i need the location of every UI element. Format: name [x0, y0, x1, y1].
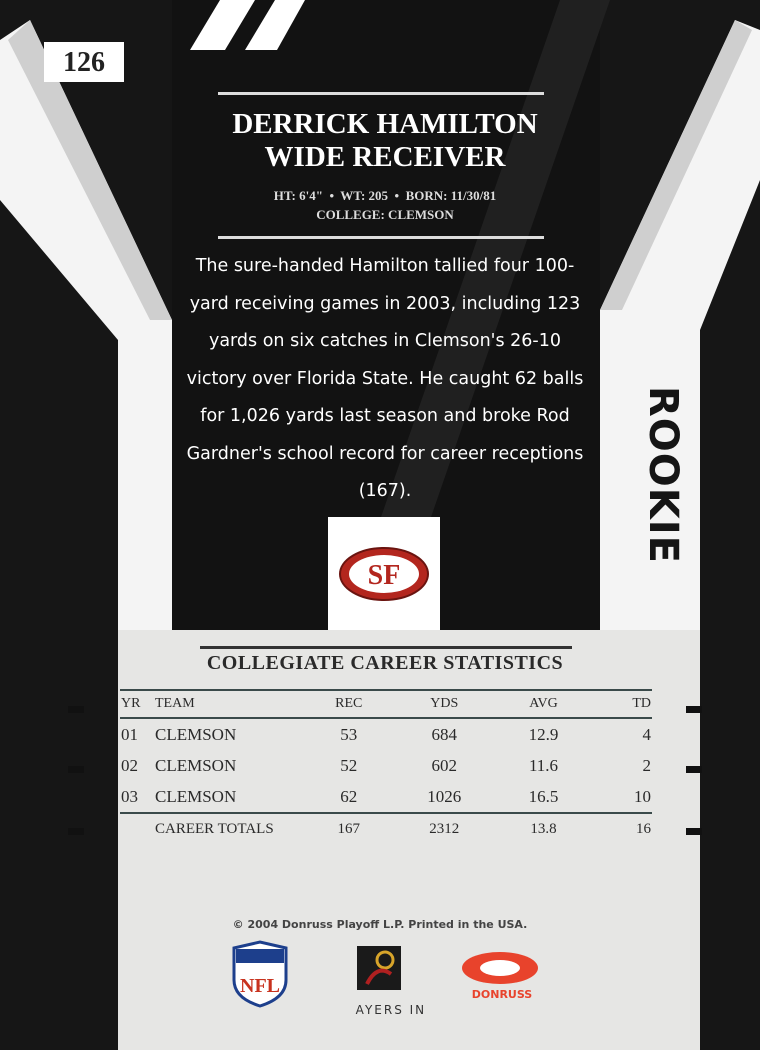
totals-label: CAREER TOTALS — [154, 812, 306, 844]
cell-rec: 52 — [340, 755, 358, 775]
player-bio: The sure-handed Hamilton tallied four 10… — [186, 256, 584, 501]
cell-team: CLEMSON — [155, 786, 237, 806]
stats-title: COLLEGIATE CAREER STATISTICS — [206, 652, 564, 674]
cell-td: 4 — [642, 724, 652, 744]
stats-table: YR TEAM REC YDS AVG TD 01 CLEMSON 53 684… — [120, 689, 652, 844]
col-team: TEAM — [154, 689, 306, 719]
cell-rec: 53 — [340, 724, 358, 744]
table-row: 01 CLEMSON 53 684 12.9 4 — [120, 718, 652, 750]
cell-avg: 11.6 — [528, 755, 559, 775]
svg-text:NFL: NFL — [240, 975, 280, 997]
divider — [218, 236, 544, 239]
cell-avg: 16.5 — [528, 786, 559, 806]
team-logo-text: SF — [368, 560, 401, 591]
cell-avg: 12.9 — [528, 724, 559, 744]
vitals-line: HT: 6'4" • WT: 205 • BORN: 11/30/81 — [273, 188, 497, 203]
cell-empty — [120, 812, 154, 844]
49ers-logo-icon: SF — [339, 547, 429, 601]
col-avg: AVG — [497, 689, 590, 719]
player-name: DERRICK HAMILTON — [232, 108, 538, 140]
cell-rec: 62 — [340, 786, 358, 806]
table-row: 02 CLEMSON 52 602 11.6 2 — [120, 750, 652, 781]
college-line: COLLEGE: CLEMSON — [316, 207, 454, 222]
cell-yds: 684 — [431, 724, 458, 744]
total-avg: 13.8 — [497, 812, 590, 844]
totals-row: CAREER TOTALS 167 2312 13.8 16 — [120, 812, 652, 844]
table-row: 03 CLEMSON 62 1026 16.5 10 — [120, 781, 652, 813]
player-header: DERRICK HAMILTON WIDE RECEIVER — [170, 108, 600, 174]
divider — [200, 646, 572, 649]
cell-team: CLEMSON — [155, 755, 237, 775]
total-rec: 167 — [306, 812, 392, 844]
table-header: YR TEAM REC YDS AVG TD — [120, 689, 652, 719]
donruss-logo-icon: DONRUSS — [462, 952, 538, 1001]
cell-team: CLEMSON — [155, 724, 237, 744]
rookie-badge: ROOKIE — [640, 385, 686, 564]
team-logo-box: SF — [328, 517, 440, 630]
col-td: TD — [590, 689, 652, 719]
card-number: 126 — [44, 42, 124, 82]
cell-yds: 602 — [431, 755, 458, 775]
cell-yds: 1026 — [427, 786, 462, 806]
total-yds: 2312 — [391, 812, 497, 844]
cell-yr: 02 — [121, 755, 138, 775]
divider — [218, 92, 544, 95]
player-vitals: HT: 6'4" • WT: 205 • BORN: 11/30/81 COLL… — [170, 186, 600, 224]
players-inc-logo-icon: PLAYERS INC — [355, 946, 425, 1017]
stripe-2 — [245, 0, 305, 50]
cell-yr: 01 — [121, 724, 138, 744]
stripe-1 — [190, 0, 255, 50]
col-yds: YDS — [391, 689, 497, 719]
total-td: 16 — [590, 812, 652, 844]
col-rec: REC — [306, 689, 392, 719]
nfl-logo-icon: NFL — [232, 940, 288, 1008]
copyright: © 2004 Donruss Playoff L.P. Printed in t… — [232, 918, 528, 931]
col-yr: YR — [120, 689, 154, 719]
player-position: WIDE RECEIVER — [264, 141, 506, 173]
cell-td: 2 — [642, 755, 652, 775]
cell-yr: 03 — [121, 786, 138, 806]
svg-text:DONRUSS: DONRUSS — [472, 988, 533, 1001]
cell-td: 10 — [634, 786, 651, 806]
svg-text:PLAYERS INC: PLAYERS INC — [355, 1003, 425, 1017]
